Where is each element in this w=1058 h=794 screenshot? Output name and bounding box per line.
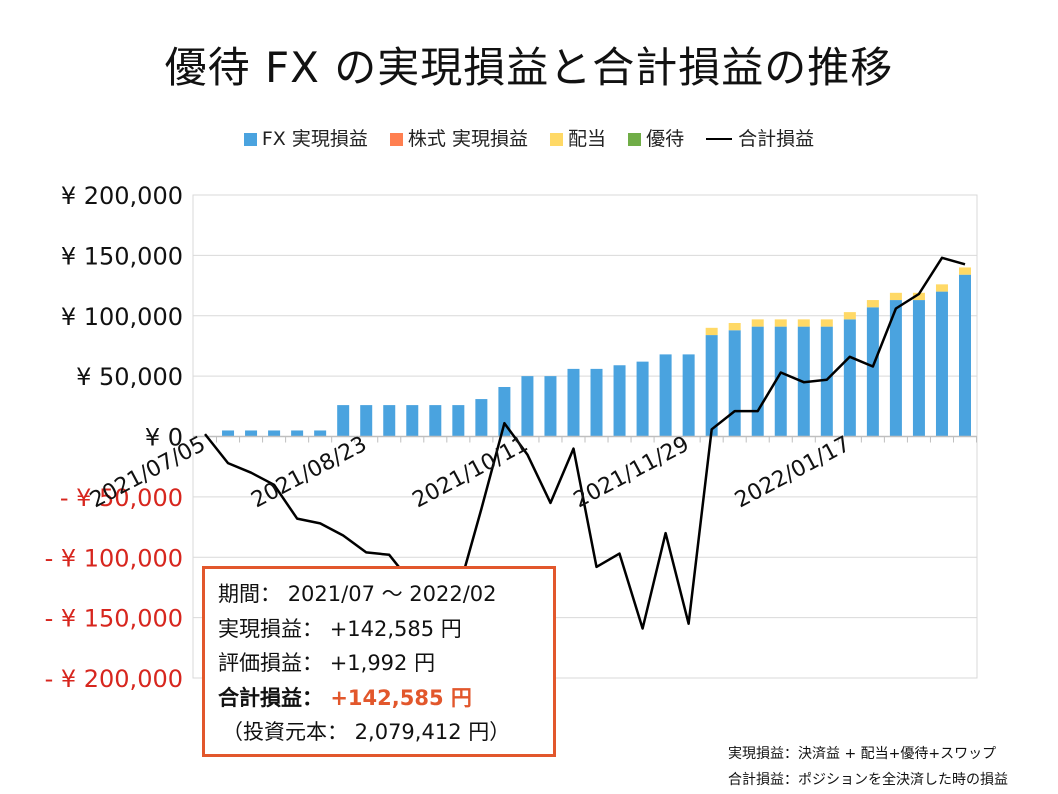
total-value: +142,585 円 bbox=[330, 685, 472, 710]
y-tick-label: - ¥ 50,000 bbox=[60, 484, 183, 512]
note-realized: 実現損益：決済益 + 配当+優待+スワップ bbox=[728, 746, 997, 762]
legend-label-dividend: 配当 bbox=[568, 128, 607, 150]
y-tick-label: - ¥ 100,000 bbox=[45, 544, 183, 572]
realized-row: 実現損益： +142,585 円 bbox=[218, 612, 553, 647]
bar-dividend bbox=[820, 319, 833, 327]
bar-dividend bbox=[751, 319, 764, 327]
bar-fx bbox=[222, 430, 235, 437]
bar-fx bbox=[613, 365, 626, 437]
summary-box: 期間： 2021/07 ～ 2022/02 実現損益： +142,585 円 評… bbox=[202, 566, 556, 757]
legend-label-yutai: 優待 bbox=[646, 128, 685, 150]
x-tick-label: 2021/11/29 bbox=[570, 432, 694, 514]
legend-swatch-fx bbox=[243, 133, 257, 146]
period-label: 期間： bbox=[218, 582, 281, 606]
bar-fx bbox=[360, 405, 373, 437]
bar-fx bbox=[843, 319, 856, 437]
y-tick-label: ¥ 200,000 bbox=[61, 182, 183, 210]
bar-fx bbox=[889, 300, 902, 437]
bar-fx bbox=[291, 430, 304, 437]
legend-swatch-dividend bbox=[550, 133, 563, 146]
bar-dividend bbox=[959, 267, 971, 275]
unrealized-label: 評価損益： bbox=[218, 651, 323, 675]
bar-dividend bbox=[797, 319, 810, 327]
bar-fx bbox=[959, 274, 971, 437]
chart-title: 優待 FX の実現損益と合計損益の推移 bbox=[164, 43, 894, 92]
legend-label-total: 合計損益 bbox=[738, 128, 815, 150]
bar-fx bbox=[314, 430, 327, 437]
legend-label-stock: 株式 実現損益 bbox=[407, 128, 528, 150]
bar-fx bbox=[383, 405, 396, 437]
bar-dividend bbox=[912, 292, 925, 301]
bar-fx bbox=[544, 376, 557, 437]
x-tick-label: 2022/01/17 bbox=[731, 432, 855, 514]
bar-fx bbox=[521, 376, 534, 437]
bar-fx bbox=[866, 307, 879, 437]
y-tick-label: ¥ 100,000 bbox=[61, 303, 183, 331]
period-row: 期間： 2021/07 ～ 2022/02 bbox=[218, 577, 553, 612]
y-tick-label: - ¥ 200,000 bbox=[45, 665, 183, 693]
bar-fx bbox=[429, 405, 442, 437]
bar-fx bbox=[475, 399, 488, 437]
total-row: 合計損益： +142,585 円 bbox=[218, 681, 553, 716]
period-value: 2021/07 ～ 2022/02 bbox=[287, 582, 497, 606]
legend-item-yutai: 優待 bbox=[628, 124, 684, 151]
bar-fx bbox=[452, 405, 465, 437]
bar-fx bbox=[728, 330, 741, 437]
bar-fx bbox=[912, 300, 925, 437]
bar-fx bbox=[751, 326, 764, 437]
bar-dividend bbox=[866, 300, 879, 308]
bar-fx bbox=[590, 368, 603, 437]
x-tick-label: 2021/08/23 bbox=[247, 432, 371, 514]
realized-label: 実現損益： bbox=[218, 616, 323, 641]
bar-fx bbox=[774, 326, 787, 437]
bar-fx bbox=[245, 430, 258, 437]
y-tick-label: - ¥ 150,000 bbox=[45, 605, 183, 633]
y-tick-label: ¥ 50,000 bbox=[76, 363, 183, 391]
y-tick-label: ¥ 0 bbox=[145, 424, 183, 452]
unrealized-row: 評価損益： +1,992 円 bbox=[218, 646, 553, 681]
bar-dividend bbox=[705, 327, 718, 336]
legend: FX 実現損益 株式 実現損益 配当 優待 合計損益 bbox=[0, 124, 1058, 151]
line-total bbox=[204, 256, 966, 630]
bar-fx bbox=[567, 368, 580, 437]
bar-fx bbox=[659, 354, 672, 437]
legend-item-dividend: 配当 bbox=[550, 124, 606, 151]
bar-fx bbox=[498, 386, 511, 437]
bar-dividend bbox=[935, 284, 948, 292]
total-label: 合計損益： bbox=[218, 685, 323, 710]
bar-fx bbox=[682, 354, 695, 437]
bar-fx bbox=[636, 361, 649, 437]
y-tick-label: ¥ 150,000 bbox=[61, 242, 183, 270]
bar-dividend bbox=[728, 322, 741, 331]
realized-value: +142,585 円 bbox=[329, 616, 462, 641]
bar-fx bbox=[268, 430, 281, 437]
bar-fx bbox=[705, 335, 718, 437]
bar-fx bbox=[935, 291, 948, 437]
notes: 実現損益：決済益 + 配当+優待+スワップ 合計損益：ポジションを全決済した時の… bbox=[728, 741, 1008, 793]
legend-label-fx: FX 実現損益 bbox=[261, 128, 368, 150]
bar-dividend bbox=[889, 292, 902, 301]
bar-fx bbox=[820, 326, 833, 437]
bar-fx bbox=[337, 405, 350, 437]
x-tick-label: 2021/10/11 bbox=[409, 432, 533, 514]
legend-swatch-stock bbox=[389, 133, 403, 146]
bar-dividend bbox=[774, 319, 787, 327]
legend-swatch-total bbox=[706, 138, 733, 140]
legend-item-fx: FX 実現損益 bbox=[243, 124, 368, 151]
legend-swatch-yutai bbox=[628, 133, 642, 146]
principal-row: （投資元本： 2,079,412 円） bbox=[222, 720, 511, 744]
unrealized-value: +1,992 円 bbox=[329, 651, 436, 675]
bar-fx bbox=[406, 405, 419, 437]
bar-dividend bbox=[843, 312, 856, 320]
legend-item-total: 合計損益 bbox=[706, 124, 814, 151]
note-total: 合計損益：ポジションを全決済した時の損益 bbox=[728, 772, 1008, 788]
legend-item-stock: 株式 実現損益 bbox=[389, 124, 528, 151]
